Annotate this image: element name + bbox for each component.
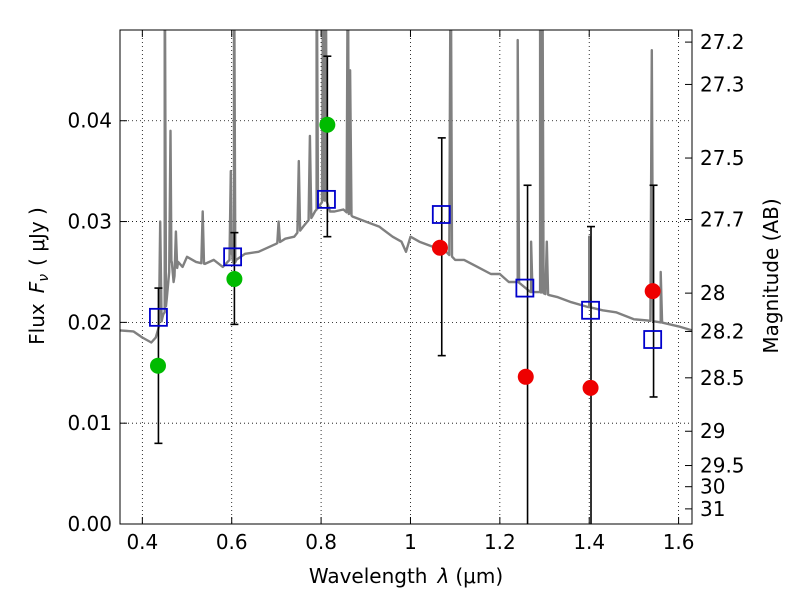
filled-circle-series [149,116,661,396]
x-axis-label: Wavelength λ (μm) [309,564,503,588]
grid-lines [120,30,692,525]
open-square-series [149,189,663,349]
y2-tick-label: 30 [700,475,725,499]
x-tick-label: 1.6 [663,530,695,554]
y-tick-label: 0.02 [67,310,112,334]
square-marker [581,300,600,320]
y-axis-ticks: 0.00 0.01 0.02 0.03 0.04 [67,109,127,536]
y-tick-label: 0.04 [67,109,112,133]
x-tick-label: 0.6 [216,530,248,554]
square-marker [431,205,451,224]
circle-marker [149,357,166,374]
y2-tick-label: 28.2 [700,319,745,343]
spectrum-series [120,30,692,344]
square-marker [515,278,535,298]
square-marker [223,247,243,267]
x-axis-ticks: 0.4 0.6 0.8 1 1.2 1.4 1.6 [126,30,695,554]
x-axis-symbol: λ [437,564,450,588]
circle-marker [431,239,448,256]
x-tick-label: 0.4 [126,530,158,554]
spectrum-line [120,30,692,344]
square-marker [317,189,336,209]
x-tick-label: 1.4 [573,530,605,554]
y2-tick-label: 27.7 [700,208,745,232]
y2-tick-label: 29 [700,419,725,443]
circle-marker [226,271,243,288]
y2-tick-label: 27.3 [700,72,745,96]
circle-marker [582,379,599,396]
y2-tick-label: 27.2 [700,30,745,54]
y2-tick-label: 28 [700,281,725,305]
y-axis-label-text: Flux [25,303,49,345]
y2-tick-label: 27.5 [700,146,745,170]
x-tick-label: 0.8 [305,530,337,554]
x-axis-label-text: Wavelength [309,564,428,588]
y-tick-label: 0.00 [67,512,112,536]
y2-axis-label: Magnitude (AB) [759,198,783,353]
y2-tick-label: 31 [700,497,725,521]
plot-frame [119,29,693,525]
y2-tick-label: 28.5 [700,366,745,390]
x-tick-label: 1.2 [484,530,516,554]
y-tick-label: 0.01 [67,411,112,435]
x-tick-label: 1 [404,530,417,554]
y2-tick-label: 29.5 [700,454,745,478]
y-axis-label: Flux Fν ( μJy ) [25,207,52,345]
circle-marker [644,283,661,300]
square-marker [643,330,663,349]
y-tick-label: 0.03 [67,210,112,234]
error-bar-series [154,55,658,524]
y-axis-symbol: F [25,281,49,293]
y-axis-subscript: ν [36,274,52,282]
x-axis-unit: (μm) [455,564,503,588]
circle-marker [517,368,534,385]
y-axis-unit: ( μJy ) [25,207,49,266]
square-marker [149,307,168,327]
circle-marker [319,116,336,133]
